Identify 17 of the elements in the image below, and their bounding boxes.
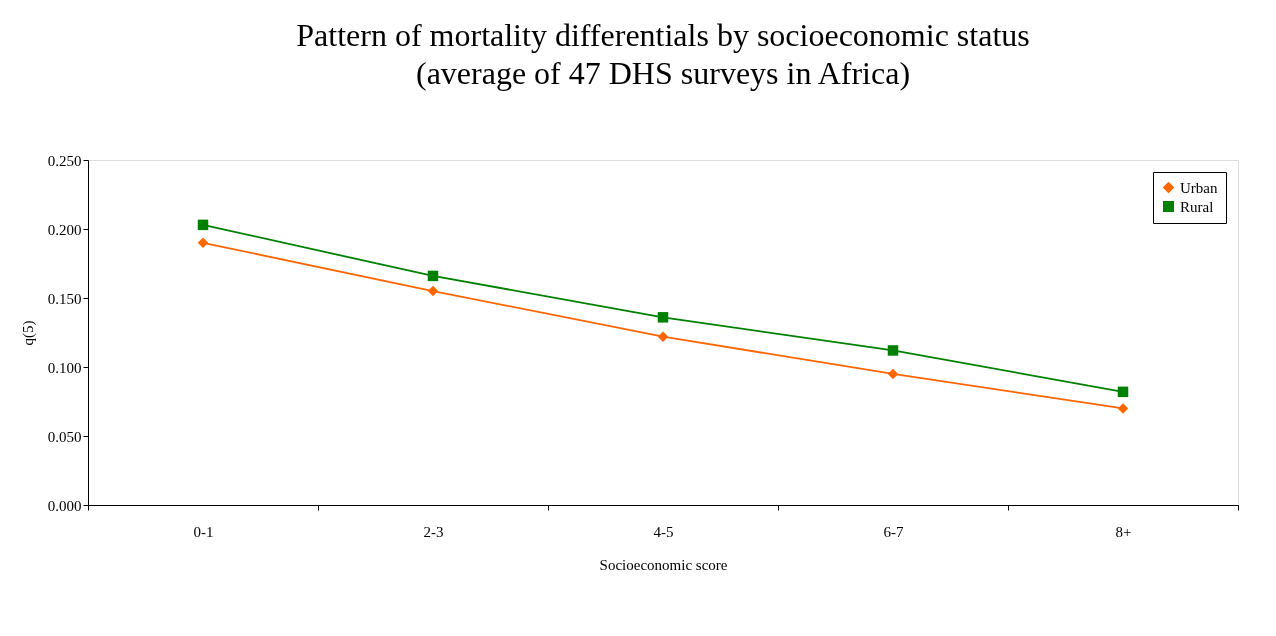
x-tick-label: 2-3: [423, 523, 444, 540]
chart-subtitle: (average of 47 DHS surveys in Africa): [415, 55, 911, 91]
x-tick-label: 6-7: [883, 523, 904, 540]
legend-label: Rural: [1180, 198, 1214, 215]
y-tick-label: 0.200: [47, 221, 82, 238]
y-tick-label: 0.050: [47, 428, 82, 445]
y-tick-label: 0.150: [47, 290, 82, 307]
legend-label: Urban: [1180, 179, 1218, 196]
y-tick-label: 0.250: [47, 152, 82, 169]
y-tick-label: 0.000: [47, 497, 82, 514]
y-axis-title: q(5): [19, 320, 37, 346]
chart-title: Pattern of mortality differentials by socioeconomic status: [296, 17, 1030, 53]
y-tick-label: 0.100: [47, 359, 82, 376]
x-axis-title: Socioeconomic score: [599, 556, 728, 573]
x-tick-label: 8+: [1115, 523, 1132, 540]
x-tick-label: 0-1: [193, 523, 214, 540]
x-tick-label: 4-5: [653, 523, 674, 540]
